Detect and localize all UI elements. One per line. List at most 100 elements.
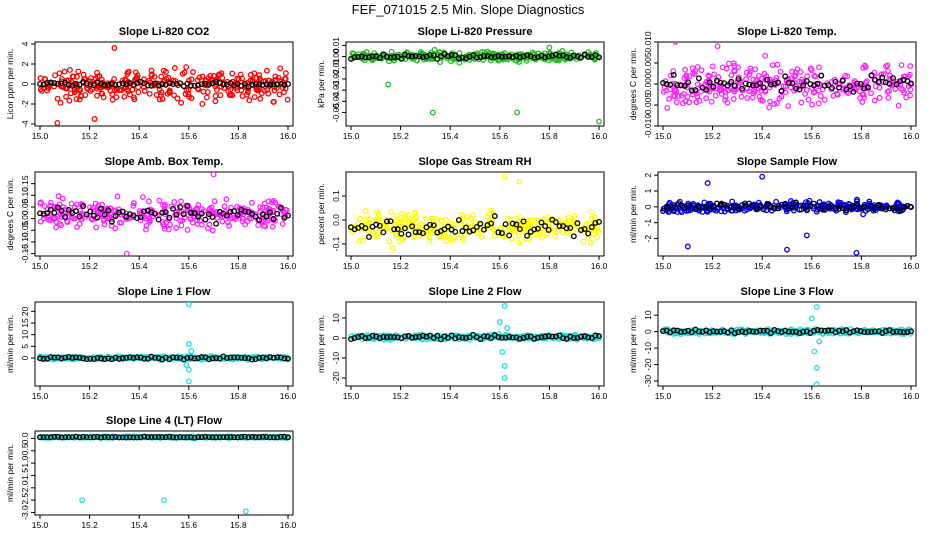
reference-point bbox=[195, 355, 202, 361]
reference-point bbox=[688, 87, 695, 94]
data-point bbox=[57, 211, 64, 217]
reference-point bbox=[101, 82, 108, 88]
reference-point bbox=[728, 78, 735, 85]
reference-point bbox=[44, 434, 51, 441]
reference-point bbox=[814, 80, 821, 87]
x-tick-label: 15.0 bbox=[343, 261, 360, 271]
data-point bbox=[686, 99, 693, 106]
reference-point bbox=[753, 206, 760, 213]
reference-point bbox=[412, 229, 419, 236]
reference-point bbox=[581, 226, 588, 232]
reference-point bbox=[87, 208, 94, 215]
reference-point bbox=[552, 333, 559, 340]
data-point bbox=[194, 221, 201, 228]
reference-point bbox=[890, 205, 896, 212]
data-point bbox=[265, 198, 272, 205]
reference-point bbox=[473, 54, 480, 61]
reference-point bbox=[775, 205, 781, 212]
data-point bbox=[728, 72, 735, 79]
reference-point bbox=[141, 355, 148, 362]
y-tick-label: 2 bbox=[20, 61, 30, 66]
y-tick-label: -1 bbox=[643, 219, 653, 227]
chart-title: Slope Line 3 Flow bbox=[741, 286, 834, 298]
data-point bbox=[158, 73, 165, 80]
y-tick-label: -0.5 bbox=[20, 443, 30, 458]
reference-point bbox=[495, 229, 502, 236]
reference-point bbox=[90, 82, 97, 89]
reference-point bbox=[270, 434, 277, 441]
chart-panel-5: Slope Gas Stream RH 15.0 15.2 15.4 15.6 15.8 1… bbox=[316, 156, 608, 271]
data-point bbox=[282, 70, 289, 77]
y-tick-label: 0.00 bbox=[20, 210, 30, 227]
reference-point bbox=[285, 355, 291, 362]
reference-point bbox=[202, 216, 209, 223]
data-point bbox=[804, 73, 811, 80]
data-point bbox=[885, 94, 892, 101]
data-point bbox=[694, 81, 701, 88]
reference-point bbox=[198, 210, 205, 217]
x-tick-label: 15.2 bbox=[81, 391, 98, 401]
reference-point bbox=[65, 434, 72, 441]
data-point bbox=[878, 71, 885, 78]
reference-point bbox=[263, 434, 270, 440]
x-tick-label: 15.8 bbox=[230, 391, 247, 401]
reference-point bbox=[825, 203, 832, 210]
data-point bbox=[166, 89, 173, 96]
y-tick-label: -10 bbox=[331, 352, 341, 365]
data-point bbox=[54, 120, 61, 126]
reference-point bbox=[412, 334, 419, 341]
y-tick-label: -0.04 bbox=[331, 91, 341, 111]
y-tick-label: -0.1 bbox=[331, 236, 341, 251]
data-point bbox=[276, 91, 283, 98]
data-point bbox=[798, 99, 805, 106]
data-point bbox=[246, 215, 253, 222]
reference-point bbox=[249, 356, 256, 363]
y-tick-label: 0 bbox=[643, 204, 653, 209]
reference-point bbox=[274, 210, 281, 217]
reference-point bbox=[585, 54, 592, 60]
reference-point bbox=[821, 82, 828, 89]
reference-point bbox=[688, 329, 695, 336]
reference-point bbox=[213, 355, 220, 361]
data-point bbox=[452, 221, 459, 228]
reference-point bbox=[685, 79, 692, 86]
reference-point bbox=[116, 355, 123, 362]
reference-point bbox=[767, 81, 774, 88]
reference-point bbox=[509, 220, 516, 227]
data-point bbox=[487, 207, 494, 214]
reference-point bbox=[216, 434, 223, 441]
reference-point bbox=[130, 212, 137, 219]
reference-point bbox=[796, 86, 803, 93]
reference-point bbox=[875, 78, 882, 85]
y-tick-label: -0.10 bbox=[20, 232, 30, 252]
reference-point bbox=[391, 54, 398, 61]
data-point bbox=[746, 71, 753, 78]
data-point bbox=[738, 93, 745, 100]
reference-point bbox=[90, 434, 97, 441]
reference-point bbox=[789, 80, 796, 87]
reference-point bbox=[538, 334, 545, 341]
data-point bbox=[161, 497, 167, 504]
reference-point bbox=[355, 334, 362, 340]
data-point bbox=[203, 94, 210, 101]
reference-point bbox=[552, 219, 559, 226]
data-point bbox=[179, 70, 186, 77]
data-point bbox=[762, 52, 769, 59]
reference-point bbox=[180, 211, 187, 218]
reference-point bbox=[256, 354, 263, 361]
reference-point bbox=[785, 328, 792, 335]
reference-point bbox=[126, 354, 133, 361]
reference-point bbox=[857, 80, 864, 87]
data-point bbox=[805, 96, 812, 103]
data-point bbox=[554, 228, 561, 234]
data-point bbox=[229, 92, 236, 99]
data-point bbox=[693, 99, 700, 106]
data-point bbox=[871, 69, 878, 76]
reference-point bbox=[76, 354, 83, 361]
data-point bbox=[405, 212, 412, 219]
data-point bbox=[229, 70, 236, 77]
data-point bbox=[496, 319, 503, 325]
x-tick-label: 15.2 bbox=[392, 261, 409, 271]
data-point bbox=[385, 81, 392, 88]
x-tick-label: 15.0 bbox=[32, 261, 49, 271]
